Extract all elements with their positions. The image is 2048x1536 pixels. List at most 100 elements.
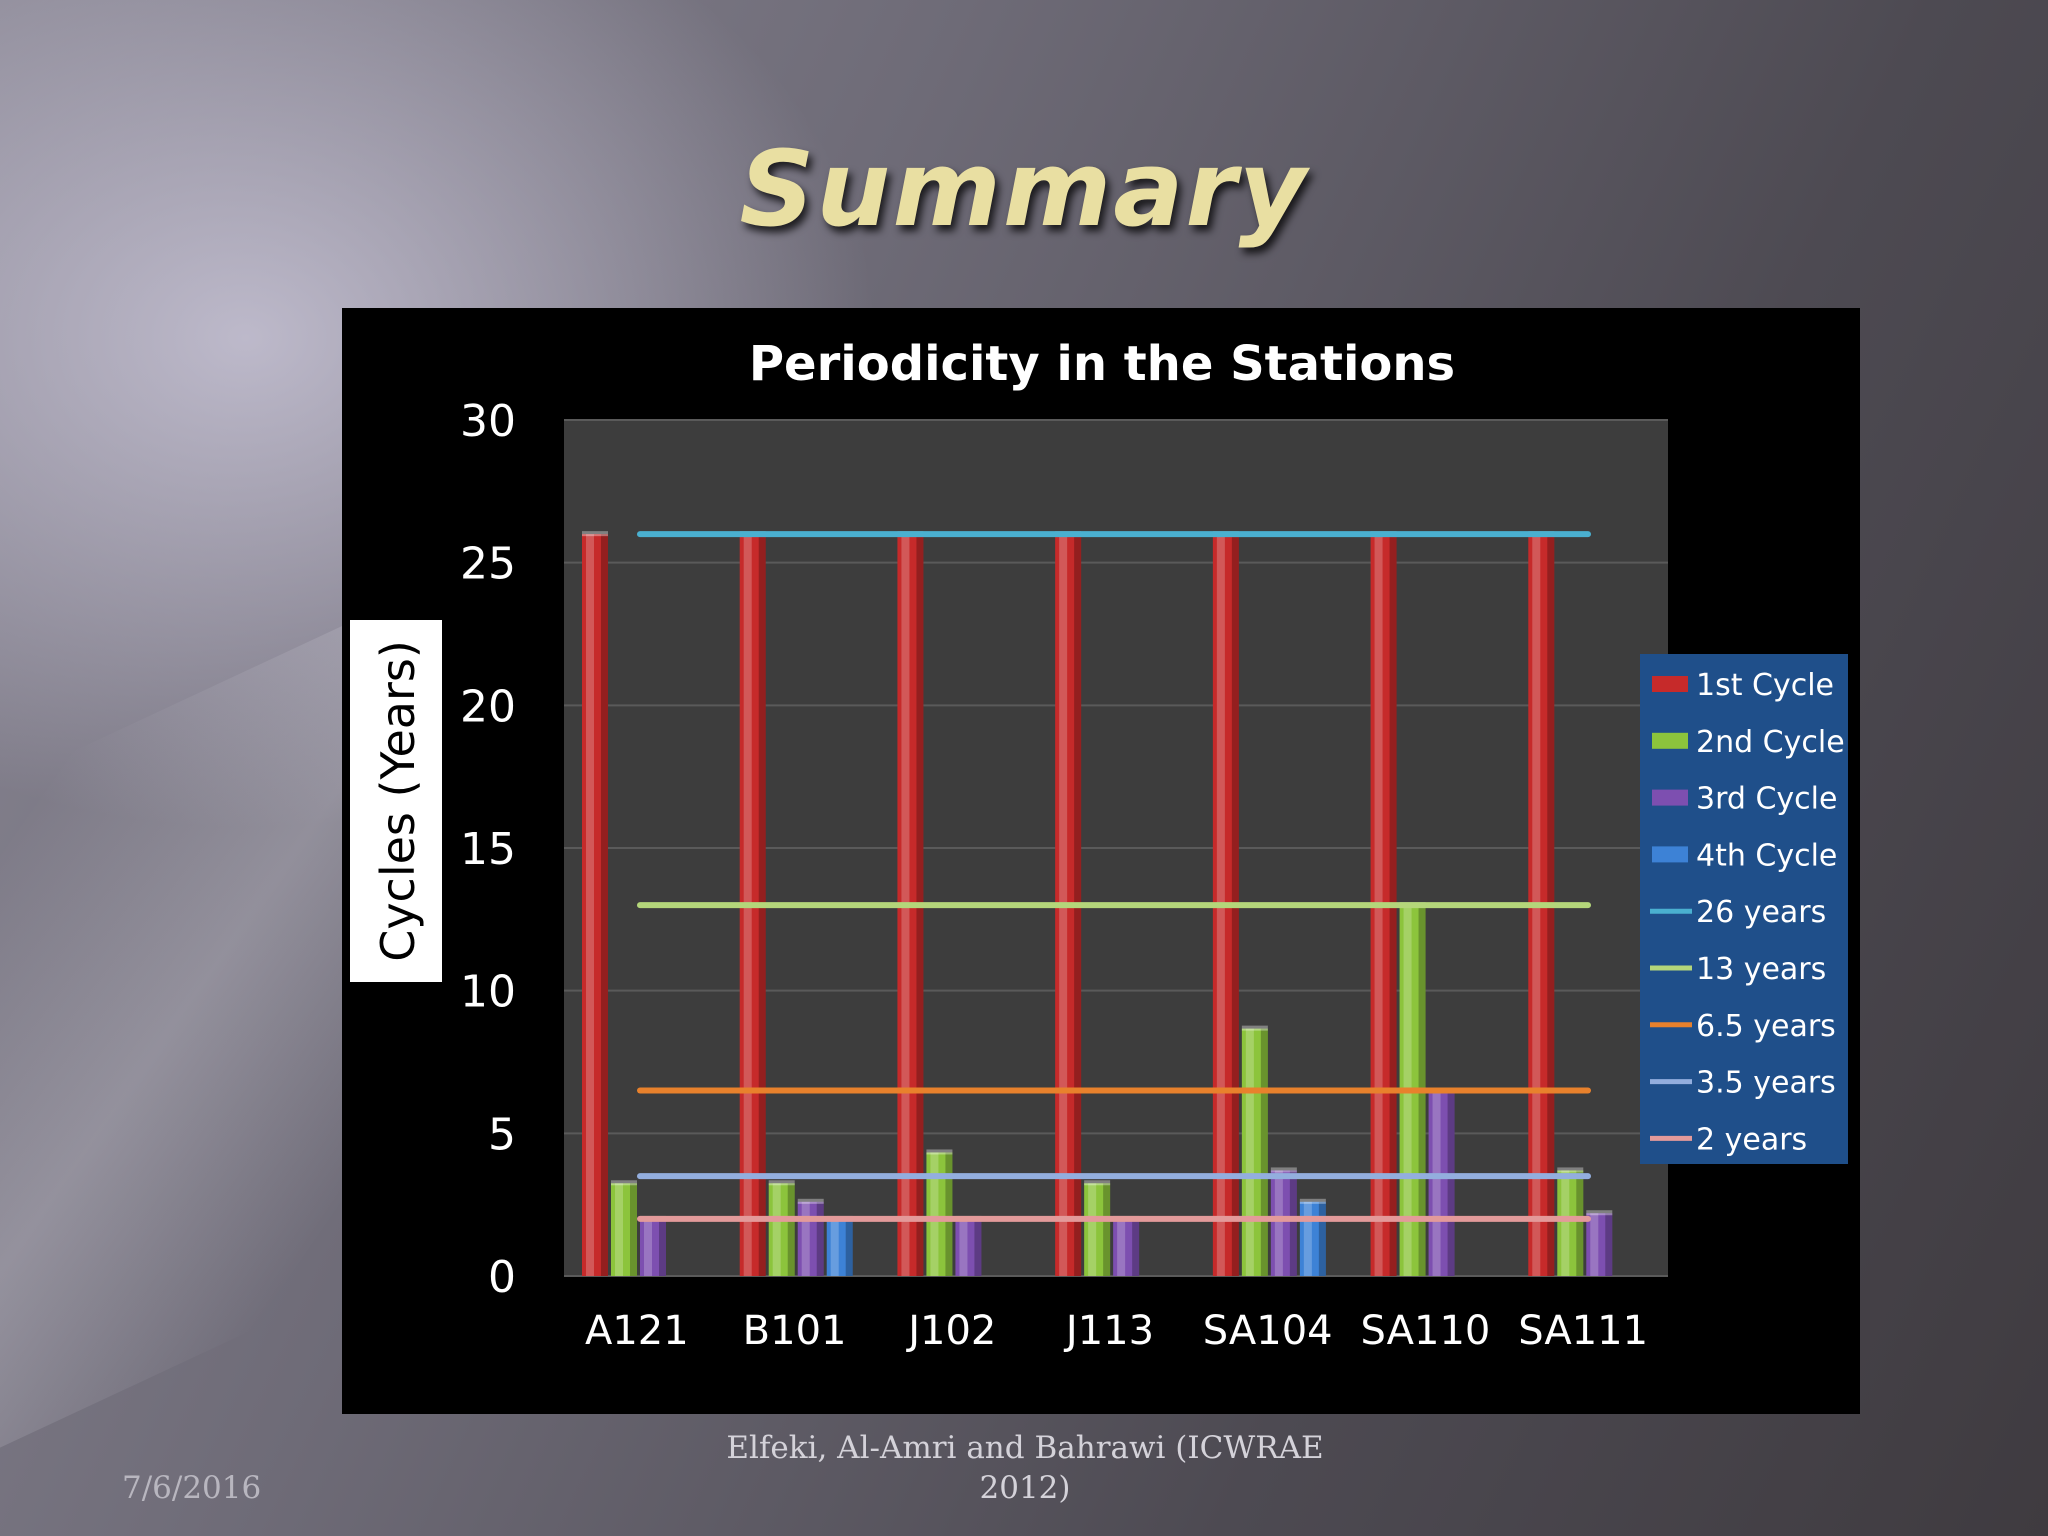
bar-shade [845, 1218, 853, 1276]
legend-label: 6.5 years [1696, 1009, 1836, 1044]
bar-3rd-cycle-j102 [955, 1215, 982, 1276]
bar-shade [659, 1218, 666, 1276]
bar-4th-cycle-sa104 [1299, 1198, 1326, 1276]
x-tick-label: SA111 [1518, 1308, 1648, 1354]
bar-highlight [959, 1218, 968, 1276]
legend-label: 2nd Cycle [1696, 725, 1845, 760]
x-tick-label: J102 [905, 1308, 996, 1354]
y-tick-label: 5 [488, 1109, 516, 1160]
bar-top [1299, 1198, 1326, 1204]
bar-2nd-cycle-b101 [768, 1180, 795, 1276]
chart-title: Periodicity in the Stations [749, 336, 1455, 392]
y-axis-label: Cycles (Years) [371, 640, 425, 962]
chart-container: Periodicity in the Stations 0 5 10 15 20 25 30… [342, 308, 1860, 1414]
legend-swatch [1652, 732, 1688, 749]
bar-top [611, 1180, 637, 1186]
legend-label: 26 years [1696, 895, 1826, 930]
legend-swatch [1652, 676, 1688, 692]
bar-shade [1605, 1213, 1613, 1276]
x-tick-label: B101 [743, 1308, 847, 1354]
x-tick-label: SA104 [1203, 1308, 1333, 1354]
bar-3rd-cycle-j113 [1113, 1215, 1140, 1276]
footer-date: 7/6/2016 [122, 1470, 262, 1506]
y-tick-label: 10 [460, 967, 516, 1018]
legend-label: 3rd Cycle [1696, 782, 1837, 817]
bar [611, 1183, 637, 1276]
bar [926, 1152, 953, 1276]
bar [1241, 1028, 1268, 1276]
bar-shade [1132, 1218, 1140, 1276]
bar-top [1557, 1167, 1584, 1173]
bar [1557, 1170, 1584, 1276]
y-axis-label-box: Cycles (Years) [350, 620, 442, 982]
bar-3rd-cycle-sa110 [1428, 1087, 1455, 1276]
y-tick-label: 0 [488, 1252, 516, 1303]
bar-shade [1447, 1090, 1455, 1276]
bar-3rd-cycle-b101 [797, 1198, 824, 1276]
bar-highlight [1088, 1183, 1097, 1276]
bar [1428, 1090, 1455, 1276]
bar-top [797, 1198, 824, 1204]
bar [797, 1201, 824, 1276]
bar-highlight [644, 1218, 652, 1276]
bar [768, 1183, 795, 1276]
bar [1270, 1170, 1297, 1276]
bar-highlight [930, 1152, 939, 1276]
legend-label: 3.5 years [1696, 1066, 1836, 1101]
chart-svg: Periodicity in the Stations 0 5 10 15 20 25 30… [350, 336, 1848, 1354]
bar-highlight [1117, 1218, 1126, 1276]
bar-shade [630, 1183, 637, 1276]
footer-credit: Elfeki, Al-Amri and Bahrawi (ICWRAE 2012… [726, 1430, 1324, 1506]
bar-highlight [772, 1183, 781, 1276]
bar-shade [601, 534, 608, 1276]
legend-label: 1st Cycle [1696, 668, 1834, 703]
bar-2nd-cycle-j113 [1084, 1180, 1111, 1276]
bar-highlight [830, 1218, 839, 1276]
bar-3rd-cycle-sa111 [1586, 1210, 1613, 1276]
bar-shade [1103, 1183, 1111, 1276]
bar-4th-cycle-b101 [826, 1215, 853, 1276]
bar-shade [816, 1201, 824, 1276]
bar-highlight [615, 1183, 623, 1276]
bar-top [768, 1180, 795, 1186]
bar-top [1270, 1167, 1297, 1173]
bar-highlight [1274, 1170, 1283, 1276]
y-tick-label: 30 [460, 396, 516, 447]
bar-3rd-cycle-sa104 [1270, 1167, 1297, 1276]
bar-highlight [801, 1201, 810, 1276]
y-tick-label: 20 [460, 681, 516, 732]
legend-label: 2 years [1696, 1122, 1807, 1157]
bar [1084, 1183, 1111, 1276]
bar [582, 534, 608, 1276]
bar-top [1084, 1180, 1111, 1186]
bar-shade [1318, 1201, 1326, 1276]
bar-highlight [1303, 1201, 1312, 1276]
bar-highlight [1432, 1090, 1441, 1276]
legend-label: 4th Cycle [1696, 838, 1837, 873]
bar-top [926, 1149, 953, 1155]
y-tick-label: 15 [460, 824, 516, 875]
bar-3rd-cycle-a121 [640, 1215, 666, 1276]
bar [1113, 1218, 1140, 1276]
legend-swatch [1652, 846, 1688, 863]
legend-label: 13 years [1696, 952, 1826, 987]
bar-2nd-cycle-j102 [926, 1149, 953, 1276]
bar-top [582, 531, 608, 537]
bar-top [1586, 1210, 1613, 1216]
bar-shade [1260, 1028, 1268, 1276]
bar-top [1241, 1025, 1268, 1031]
bar-highlight [1590, 1213, 1599, 1276]
bar-highlight [1561, 1170, 1570, 1276]
legend-swatch [1652, 789, 1688, 806]
bar-2nd-cycle-sa111 [1557, 1167, 1584, 1276]
bar-shade [1576, 1170, 1584, 1276]
bar [640, 1218, 666, 1276]
bar [1299, 1201, 1326, 1276]
x-tick-label: A121 [585, 1308, 689, 1354]
bar [955, 1218, 982, 1276]
x-tick-label: J113 [1063, 1308, 1154, 1354]
slide-title: Summary [739, 128, 1309, 250]
bar-highlight [586, 534, 594, 1276]
bar [1586, 1213, 1613, 1276]
bar-1st-cycle-a121 [582, 531, 608, 1276]
